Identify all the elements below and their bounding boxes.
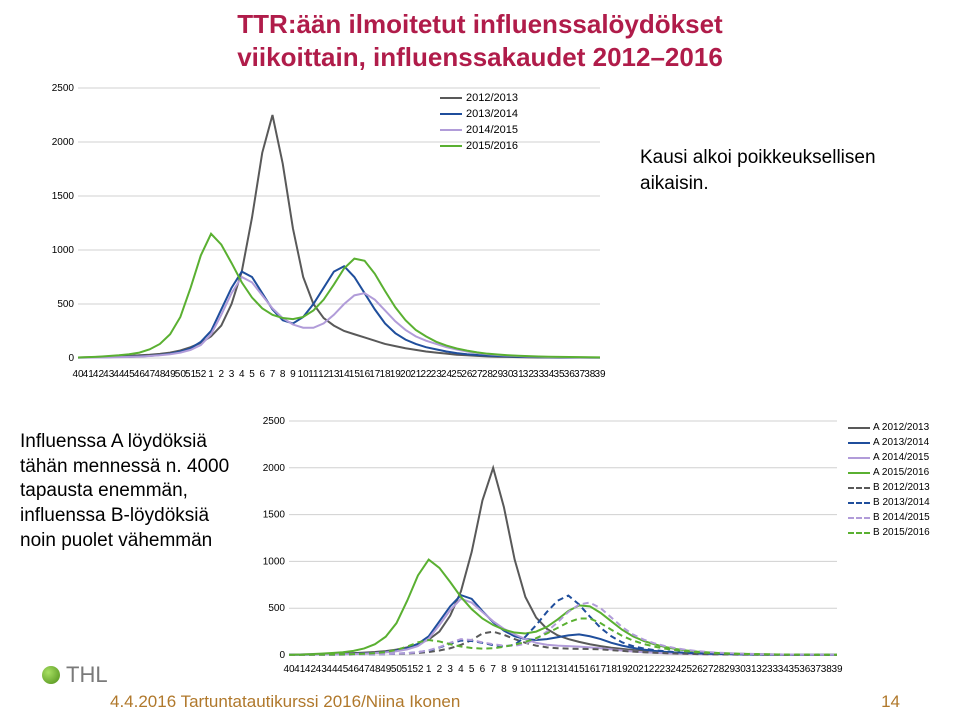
svg-text:2500: 2500 [52, 83, 75, 94]
legend-label: A 2014/2015 [873, 450, 929, 465]
legend-swatch [848, 532, 870, 534]
legend-swatch [440, 129, 462, 131]
svg-text:3: 3 [447, 664, 453, 675]
legend-label: 2015/2016 [466, 138, 518, 154]
legend-label: B 2012/2013 [873, 480, 930, 495]
svg-text:1: 1 [208, 369, 214, 380]
legend-swatch [848, 427, 870, 429]
svg-text:6: 6 [480, 664, 486, 675]
legend-label: A 2013/2014 [873, 435, 929, 450]
svg-text:7: 7 [490, 664, 496, 675]
svg-text:500: 500 [268, 603, 285, 614]
legend-swatch [440, 97, 462, 99]
legend-swatch [440, 113, 462, 115]
legend-label: B 2014/2015 [873, 510, 930, 525]
thl-logo-icon [42, 666, 60, 684]
title-line2: viikoittain, influenssakaudet 2012–2016 [237, 42, 723, 72]
legend-row: B 2014/2015 [848, 510, 930, 525]
svg-text:1000: 1000 [52, 245, 75, 256]
chart1-legend: 2012/20132013/20142014/20152015/2016 [440, 90, 518, 154]
svg-text:4: 4 [458, 664, 464, 675]
legend-row: A 2015/2016 [848, 465, 930, 480]
legend-swatch [848, 487, 870, 489]
legend-row: A 2014/2015 [848, 450, 930, 465]
footer-text: 4.4.2016 Tartuntatautikurssi 2016/Niina … [110, 692, 460, 712]
title-line1: TTR:ään ilmoitetut influenssalöydökset [237, 9, 722, 39]
svg-text:6: 6 [259, 369, 265, 380]
svg-text:1500: 1500 [52, 191, 75, 202]
legend-label: 2014/2015 [466, 122, 518, 138]
legend-label: 2012/2013 [466, 90, 518, 106]
legend-swatch [848, 502, 870, 504]
svg-text:2: 2 [437, 664, 443, 675]
svg-text:2000: 2000 [52, 137, 75, 148]
legend-label: B 2015/2016 [873, 525, 930, 540]
svg-text:500: 500 [57, 299, 74, 310]
svg-text:2000: 2000 [263, 463, 286, 474]
legend-swatch [440, 145, 462, 147]
thl-logo: THL [42, 662, 108, 688]
legend-row: 2015/2016 [440, 138, 518, 154]
svg-text:39: 39 [831, 664, 843, 675]
svg-text:0: 0 [68, 353, 74, 364]
legend-row: B 2015/2016 [848, 525, 930, 540]
svg-text:7: 7 [270, 369, 276, 380]
legend-swatch [848, 442, 870, 444]
svg-text:4: 4 [239, 369, 245, 380]
svg-text:1500: 1500 [263, 510, 286, 521]
legend-row: A 2012/2013 [848, 420, 930, 435]
svg-text:3: 3 [229, 369, 235, 380]
svg-text:5: 5 [249, 369, 255, 380]
svg-text:11: 11 [531, 664, 542, 675]
legend-swatch [848, 457, 870, 459]
chart2-legend: A 2012/2013A 2013/2014A 2014/2015A 2015/… [848, 420, 930, 540]
legend-label: 2013/2014 [466, 106, 518, 122]
svg-text:9: 9 [290, 369, 296, 380]
chart2: 0500100015002000250040414243444546474849… [255, 415, 845, 675]
legend-label: A 2012/2013 [873, 420, 929, 435]
svg-text:8: 8 [280, 369, 286, 380]
note1: Kausi alkoi poikkeuksellisen aikaisin. [640, 145, 920, 196]
thl-label: THL [66, 662, 108, 688]
legend-row: 2013/2014 [440, 106, 518, 122]
page-title: TTR:ään ilmoitetut influenssalöydökset v… [0, 0, 960, 73]
legend-label: A 2015/2016 [873, 465, 929, 480]
svg-text:9: 9 [512, 664, 518, 675]
svg-text:8: 8 [501, 664, 507, 675]
svg-text:52: 52 [195, 369, 207, 380]
svg-text:52: 52 [412, 664, 424, 675]
legend-label: B 2013/2014 [873, 495, 930, 510]
svg-text:5: 5 [469, 664, 475, 675]
legend-row: 2014/2015 [440, 122, 518, 138]
svg-text:1: 1 [426, 664, 432, 675]
footer-page-number: 14 [881, 692, 900, 712]
chart1: 0500100015002000250040414243444546474849… [40, 80, 610, 380]
note2: Influenssa A löydöksiä tähän mennessä n.… [20, 430, 230, 553]
svg-text:10: 10 [520, 664, 532, 675]
legend-row: 2012/2013 [440, 90, 518, 106]
svg-text:2: 2 [219, 369, 225, 380]
svg-text:1000: 1000 [263, 556, 286, 567]
svg-text:39: 39 [594, 369, 606, 380]
legend-swatch [848, 517, 870, 519]
svg-text:0: 0 [279, 650, 285, 661]
legend-row: A 2013/2014 [848, 435, 930, 450]
legend-swatch [848, 472, 870, 474]
legend-row: B 2012/2013 [848, 480, 930, 495]
svg-text:2500: 2500 [263, 416, 286, 427]
legend-row: B 2013/2014 [848, 495, 930, 510]
